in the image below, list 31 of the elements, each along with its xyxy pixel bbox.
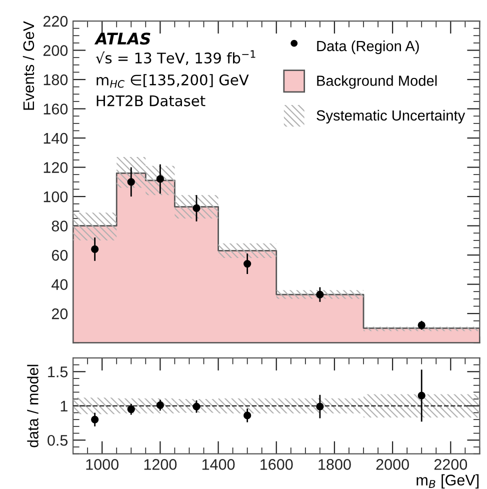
x-tick-label: 1400 bbox=[202, 459, 235, 470]
x-axis-title: m$_{B}$ [GeV] bbox=[416, 474, 479, 489]
x-tick-label: 2200 bbox=[434, 459, 468, 470]
y-tick-label: 20 bbox=[52, 308, 68, 320]
legend-label: Systematic Uncertainty bbox=[316, 110, 466, 124]
y-tick-label: 40 bbox=[52, 279, 68, 290]
x-tick-label: 2000 bbox=[376, 459, 409, 470]
y-tick-label: 1.5 bbox=[48, 366, 68, 378]
annotation: ATLAS bbox=[94, 32, 150, 45]
x-tick-label: 1800 bbox=[318, 459, 351, 470]
legend-label: Background Model bbox=[317, 75, 437, 89]
annotation: m$_{HC}$ ∈[135,200] GeV bbox=[96, 74, 249, 88]
y-tick-label: 180 bbox=[44, 74, 68, 86]
y-tick-label: 60 bbox=[52, 250, 68, 261]
y-tick-label: 100 bbox=[44, 191, 68, 202]
y-tick-label: 140 bbox=[44, 132, 68, 144]
y-tick-label: 0.5 bbox=[48, 434, 68, 446]
x-tick-label: 1600 bbox=[260, 459, 293, 470]
annotation: H2T2B Dataset bbox=[96, 95, 206, 106]
y-tick-label: 220 bbox=[43, 16, 68, 27]
y-tick-label: 1 bbox=[60, 400, 68, 412]
annotation: √s = 13 TeV, 139 fb$^{−1}$ bbox=[96, 50, 256, 66]
x-tick-label: 1000 bbox=[86, 459, 118, 470]
y-axis-title: data / model bbox=[27, 364, 38, 448]
x-tick-label: 1200 bbox=[144, 459, 177, 470]
y-tick-label: 200 bbox=[43, 45, 68, 56]
legend-label: Data (Region A) bbox=[317, 40, 419, 54]
y-tick-label: 80 bbox=[52, 220, 68, 232]
y-tick-label: 160 bbox=[44, 104, 68, 114]
y-axis-title: Events / GeV bbox=[22, 21, 34, 110]
y-tick-label: 120 bbox=[44, 162, 68, 173]
